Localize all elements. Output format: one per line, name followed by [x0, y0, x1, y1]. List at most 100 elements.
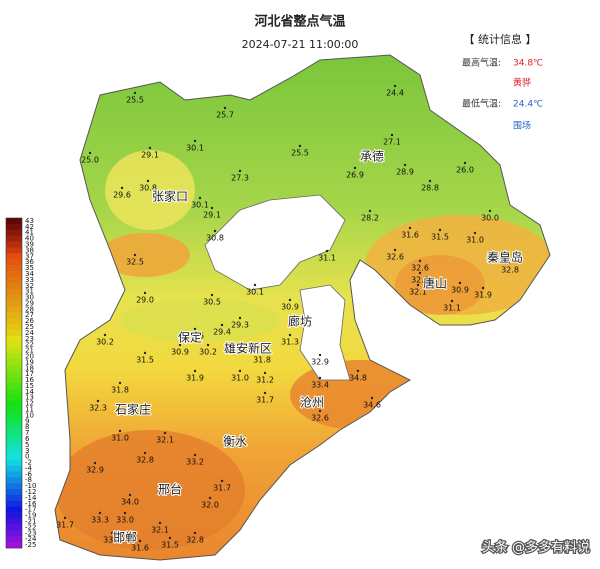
station-dot	[93, 461, 97, 465]
city-label: 沧州	[300, 395, 324, 410]
reading: 32.1	[151, 526, 169, 535]
legend-swatch	[6, 518, 22, 525]
legend-label: -10	[25, 482, 36, 490]
station-dot	[356, 369, 360, 373]
legend-swatch	[6, 318, 22, 325]
title: 河北省整点气温	[254, 14, 345, 30]
reading: 31.0	[231, 374, 249, 383]
legend-swatch	[6, 512, 22, 519]
station-dot	[168, 536, 172, 540]
legend-label: 22	[25, 341, 34, 349]
legend-label: 20	[25, 352, 34, 360]
reading: 29.0	[136, 296, 154, 305]
legend-swatch	[6, 441, 22, 449]
legend-label: 37	[25, 252, 34, 260]
station-dot	[210, 293, 214, 297]
station-dot	[473, 231, 477, 235]
station-dot	[463, 161, 467, 165]
legend-label: 40	[25, 235, 34, 243]
station-dot	[148, 146, 152, 150]
reading: 30.8	[206, 234, 224, 243]
station-dot	[298, 144, 302, 148]
legend-swatch	[6, 459, 22, 466]
reading: 30.9	[171, 348, 189, 357]
legend-swatch	[6, 536, 22, 543]
reading: 32.0	[201, 501, 219, 510]
legend-label: -14	[25, 494, 37, 502]
station-dot	[393, 84, 397, 88]
legend-swatch	[6, 371, 22, 378]
station-dot	[220, 479, 224, 483]
reading: 31.7	[56, 521, 74, 530]
legend-swatch	[6, 489, 22, 496]
legend-label: 17	[25, 370, 34, 378]
station-dot	[103, 333, 107, 337]
legend-label: 19	[25, 358, 34, 366]
legend-swatch	[6, 235, 22, 242]
station-dot	[408, 226, 412, 230]
legend-swatch	[6, 494, 22, 502]
legend-label: 13	[25, 394, 34, 402]
reading: 31.0	[466, 236, 484, 245]
reading: 32.8	[186, 536, 204, 545]
legend-label: 33	[25, 276, 34, 284]
legend-swatch	[6, 383, 22, 390]
time: 2024-07-21 11:00:00	[242, 38, 359, 51]
city-label: 承德	[360, 149, 384, 164]
station-dot	[220, 323, 224, 327]
station-dot	[370, 396, 374, 400]
reading: 30.5	[203, 298, 221, 307]
station-dot	[118, 429, 122, 433]
reading: 25.0	[81, 156, 99, 165]
reading: 30.8	[139, 184, 157, 193]
reading: 32.6	[311, 414, 329, 423]
legend-label: 9	[25, 417, 29, 425]
legend-label: 35	[25, 264, 34, 272]
legend-label: -17	[25, 506, 36, 514]
reading: 30.9	[281, 303, 299, 312]
city-label: 唐山	[423, 276, 447, 291]
station-dot	[260, 351, 264, 355]
station-dot	[263, 371, 267, 375]
reading: 32.6	[386, 253, 404, 262]
legend-label: 26	[25, 317, 34, 325]
legend-label: -24	[25, 535, 37, 543]
reading: 32.8	[136, 456, 154, 465]
reading: 29.3	[231, 321, 249, 330]
reading: 28.8	[421, 184, 439, 193]
city-label: 张家口	[152, 189, 188, 204]
max-value: 34.8℃	[513, 59, 543, 69]
legend-label: -2	[25, 459, 32, 467]
station-dot	[98, 511, 102, 515]
legend-label: 6	[25, 435, 30, 443]
reading: 32.8	[501, 266, 519, 275]
reading: 32.5	[126, 258, 144, 267]
legend-swatch	[6, 218, 22, 225]
legend-swatch	[6, 276, 22, 284]
station-dot	[428, 179, 432, 183]
reading: 25.5	[126, 96, 144, 105]
legend-label: 25	[25, 323, 34, 331]
reading: 25.5	[291, 149, 309, 158]
reading: 32.6	[411, 264, 429, 273]
legend-swatch	[6, 282, 22, 290]
reading: 28.9	[396, 168, 414, 177]
legend-label: 10	[25, 411, 34, 419]
legend-label: 38	[25, 246, 34, 254]
legend-swatch	[6, 365, 22, 372]
legend-swatch	[6, 465, 22, 472]
station-dot	[238, 369, 242, 373]
legend-label: 43	[25, 217, 34, 225]
legend-label: 30	[25, 294, 34, 302]
city-label: 廊坊	[288, 314, 312, 329]
legend-label: 12	[25, 400, 34, 408]
reading: 27.3	[231, 174, 249, 183]
legend-swatch	[6, 359, 22, 366]
station-dot	[488, 209, 492, 213]
station-dot	[208, 496, 212, 500]
legend-swatch	[6, 288, 22, 295]
reading: 29.6	[186, 332, 204, 341]
station-dot	[110, 531, 114, 535]
station-dot	[193, 453, 197, 457]
reading: 31.5	[431, 233, 449, 242]
